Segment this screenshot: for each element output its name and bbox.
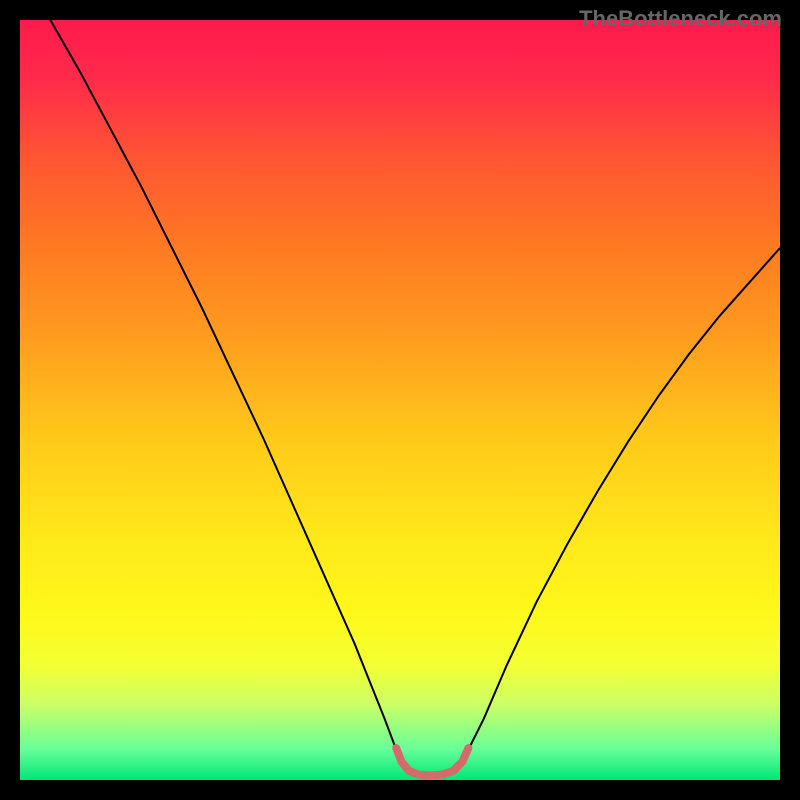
plot-background — [20, 20, 780, 780]
watermark-text: TheBottleneck.com — [579, 6, 782, 32]
bottleneck-chart: TheBottleneck.com — [0, 0, 800, 800]
chart-svg — [0, 0, 800, 800]
